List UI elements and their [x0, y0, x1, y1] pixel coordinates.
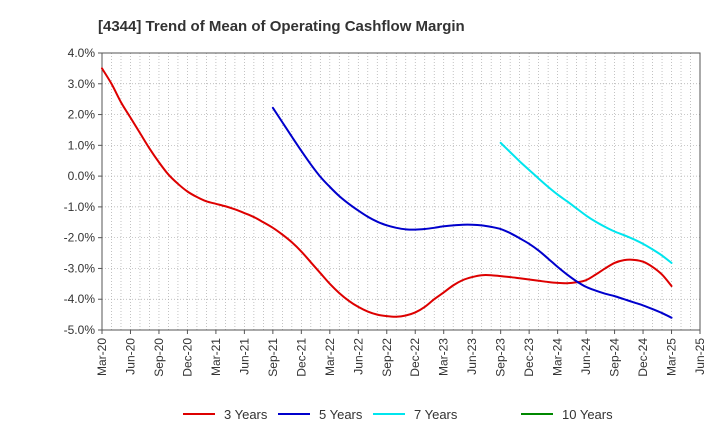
- chart-title: [4344] Trend of Mean of Operating Cashfl…: [98, 18, 465, 35]
- series-line-seven-years: [499, 141, 673, 264]
- legend-item-seven-years: 7 Years: [373, 407, 458, 422]
- series-line-five-years: [271, 106, 673, 319]
- axes: 4.0% 3.0% 2.0% 1.0% 0.0% -1.0% -2.0% -3.0% -4.0%…: [64, 46, 707, 377]
- x-tick-label: Dec-24: [636, 338, 650, 377]
- legend-item-ten-years: 10 Years: [521, 407, 613, 422]
- x-tick-label: Dec-23: [522, 338, 536, 377]
- x-tick-label: Sep-23: [494, 338, 508, 377]
- legend-item-five-years: 5 Years: [278, 407, 363, 422]
- series-lines: [101, 67, 673, 319]
- x-tick-label: Dec-21: [294, 338, 308, 377]
- plot-area-border: [101, 52, 701, 331]
- x-tick-label: Jun-20: [123, 338, 137, 375]
- x-tick-label: Mar-20: [95, 338, 109, 376]
- x-tick-label: Mar-22: [323, 338, 337, 376]
- x-tick-label: Dec-20: [180, 338, 194, 377]
- x-tick-label: Dec-22: [408, 338, 422, 377]
- legend-label: 3 Years: [224, 407, 268, 422]
- legend-label: 7 Years: [414, 407, 458, 422]
- x-tick-label: Mar-25: [665, 338, 679, 376]
- y-tick-label: 1.0%: [68, 138, 96, 152]
- x-tick-label: Mar-21: [209, 338, 223, 376]
- x-tick-label: Jun-21: [237, 338, 251, 375]
- y-tick-label: -3.0%: [64, 261, 96, 275]
- x-tick-label: Mar-23: [437, 338, 451, 376]
- legend-item-three-years: 3 Years: [183, 407, 268, 422]
- x-tick-label: Sep-20: [152, 338, 166, 377]
- legend-label: 5 Years: [319, 407, 363, 422]
- y-tick-label: -4.0%: [64, 292, 96, 306]
- x-tick-label: Sep-22: [380, 338, 394, 377]
- x-tick-label: Jun-24: [579, 338, 593, 375]
- y-tick-label: -2.0%: [64, 231, 96, 245]
- x-tick-label: Sep-24: [608, 338, 622, 377]
- y-tick-label: 3.0%: [68, 77, 96, 91]
- y-tick-label: 4.0%: [68, 46, 96, 60]
- x-tick-label: Jun-22: [351, 338, 365, 375]
- x-tick-label: Mar-24: [551, 338, 565, 376]
- y-tick-label: -1.0%: [64, 200, 96, 214]
- legend: 3 Years 5 Years 7 Years 10 Years: [183, 407, 613, 422]
- legend-label: 10 Years: [562, 407, 613, 422]
- x-tick-label: Sep-21: [266, 338, 280, 377]
- x-tick-label: Jun-23: [465, 338, 479, 375]
- x-tick-label: Jun-25: [693, 338, 707, 375]
- y-tick-label: -5.0%: [64, 323, 96, 337]
- y-tick-label: 0.0%: [68, 169, 96, 183]
- y-tick-label: 2.0%: [68, 108, 96, 122]
